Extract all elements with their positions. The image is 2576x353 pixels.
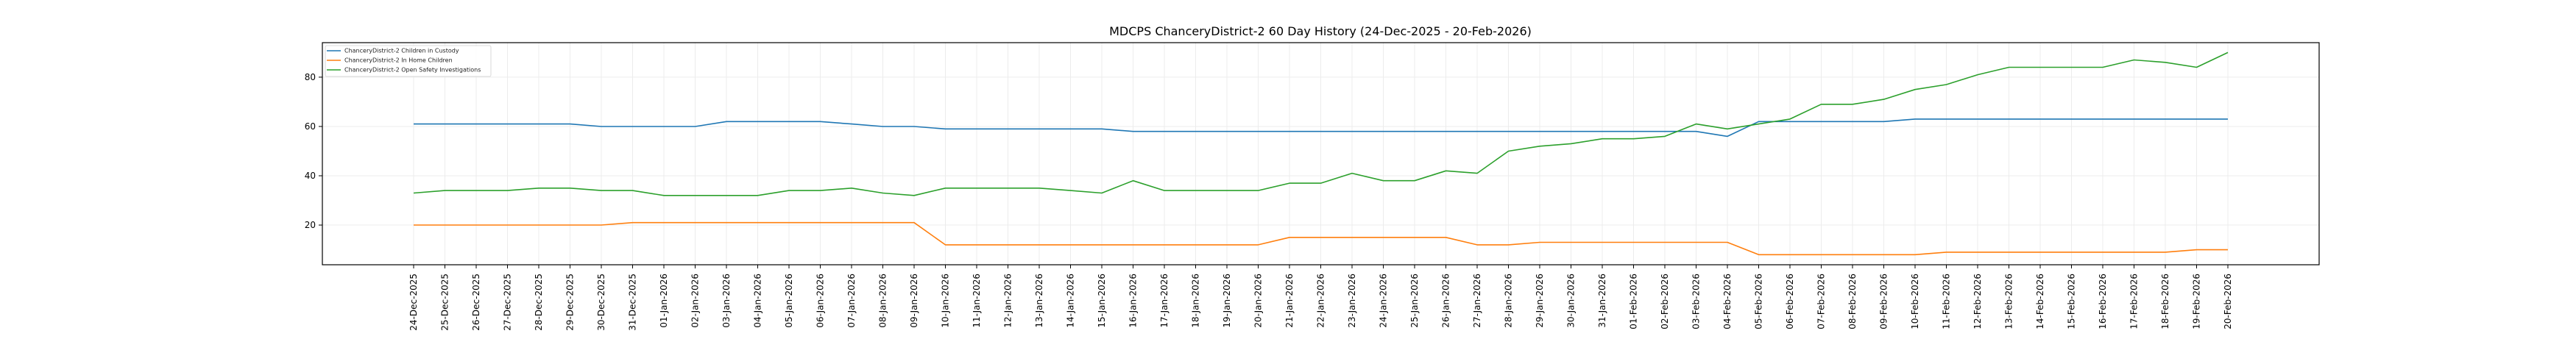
x-tick-label: 12-Feb-2026 (1972, 274, 1983, 329)
y-tick-label: 60 (305, 121, 316, 132)
x-tick-label: 18-Feb-2026 (2160, 274, 2170, 329)
y-tick-label: 40 (305, 171, 316, 181)
series-line-0 (414, 118, 2228, 138)
x-tick-label: 19-Jan-2026 (1222, 274, 1232, 328)
x-tick-label: 25-Dec-2025 (440, 274, 450, 331)
x-tick-label: 12-Jan-2026 (1003, 274, 1013, 328)
x-tick-label: 05-Feb-2026 (1754, 274, 1764, 329)
x-tick-label: 27-Jan-2026 (1472, 274, 1482, 328)
x-tick-label: 20-Jan-2026 (1253, 274, 1264, 328)
x-tick-label: 23-Jan-2026 (1347, 274, 1357, 328)
x-tick-label: 25-Jan-2026 (1409, 274, 1420, 328)
x-tick-label: 14-Feb-2026 (2035, 274, 2045, 329)
x-tick-label: 29-Jan-2026 (1535, 274, 1545, 328)
x-tick-label: 04-Feb-2026 (1722, 274, 1733, 329)
x-tick-label: 26-Dec-2025 (471, 274, 481, 331)
x-tick-label: 17-Jan-2026 (1159, 274, 1170, 328)
x-tick-label: 03-Jan-2026 (721, 274, 732, 328)
legend-label: ChanceryDistrict-2 Open Safety Investiga… (344, 67, 481, 74)
y-axis: 20 40 60 80 (305, 72, 322, 230)
x-tick-label: 02-Jan-2026 (690, 274, 701, 328)
x-tick-label: 11-Feb-2026 (1942, 274, 1952, 329)
x-tick-label: 11-Jan-2026 (972, 274, 982, 328)
series-lines (413, 51, 2229, 256)
x-tick-label: 16-Jan-2026 (1128, 274, 1139, 328)
x-tick-label: 06-Feb-2026 (1785, 274, 1795, 329)
x-tick-label: 09-Jan-2026 (909, 274, 919, 328)
x-tick-label: 06-Jan-2026 (815, 274, 826, 328)
x-tick-label: 31-Dec-2025 (628, 274, 638, 331)
x-tick-label: 10-Feb-2026 (1910, 274, 1920, 329)
legend: ChanceryDistrict-2 Children in Custody Ch… (325, 45, 492, 77)
x-tick-label: 21-Jan-2026 (1284, 274, 1295, 328)
x-tick-label: 15-Feb-2026 (2067, 274, 2077, 329)
x-tick-label: 08-Jan-2026 (878, 274, 888, 328)
x-tick-label: 14-Jan-2026 (1066, 274, 1076, 328)
x-tick-label: 05-Jan-2026 (784, 274, 794, 328)
legend-label: ChanceryDistrict-2 In Home Children (344, 57, 453, 64)
x-tick-label: 08-Feb-2026 (1847, 274, 1858, 329)
x-tick-label: 20-Feb-2026 (2223, 274, 2233, 329)
x-tick-label: 03-Feb-2026 (1691, 274, 1702, 329)
series-line-2 (413, 51, 2229, 196)
x-tick-label: 02-Feb-2026 (1660, 274, 1670, 329)
y-tick-label: 80 (305, 72, 316, 82)
x-tick-label: 13-Jan-2026 (1034, 274, 1044, 328)
x-tick-label: 04-Jan-2026 (753, 274, 763, 328)
x-tick-label: 01-Jan-2026 (659, 274, 669, 328)
x-tick-label: 19-Feb-2026 (2192, 274, 2202, 329)
x-tick-label: 24-Jan-2026 (1379, 274, 1389, 328)
x-axis: 24-Dec-2025 25-Dec-2025 26-Dec-2025 27-Dec-… (408, 265, 2233, 331)
x-tick-label: 07-Feb-2026 (1816, 274, 1827, 329)
x-tick-label: 10-Jan-2026 (941, 274, 951, 328)
x-tick-label: 24-Dec-2025 (408, 274, 419, 331)
legend-label: ChanceryDistrict-2 Children in Custody (344, 48, 459, 54)
x-tick-label: 16-Feb-2026 (2098, 274, 2108, 329)
x-tick-label: 27-Dec-2025 (503, 274, 513, 331)
x-tick-label: 28-Dec-2025 (534, 274, 544, 331)
x-tick-label: 31-Jan-2026 (1597, 274, 1607, 328)
x-tick-label: 18-Jan-2026 (1191, 274, 1201, 328)
x-tick-label: 09-Feb-2026 (1879, 274, 1889, 329)
x-tick-label: 22-Jan-2026 (1316, 274, 1326, 328)
x-tick-label: 13-Feb-2026 (2004, 274, 2014, 329)
x-tick-label: 17-Feb-2026 (2129, 274, 2140, 329)
x-tick-label: 28-Jan-2026 (1504, 274, 1514, 328)
x-tick-label: 29-Dec-2025 (565, 274, 576, 331)
x-tick-label: 30-Dec-2025 (596, 274, 606, 331)
y-tick-label: 20 (305, 220, 316, 230)
x-tick-label: 15-Jan-2026 (1097, 274, 1107, 328)
legend-box (325, 45, 492, 77)
x-tick-label: 07-Jan-2026 (846, 274, 857, 328)
x-tick-label: 01-Feb-2026 (1629, 274, 1639, 329)
x-tick-label: 26-Jan-2026 (1441, 274, 1451, 328)
chart-title: MDCPS ChanceryDistrict-2 60 Day History … (1109, 24, 1532, 38)
x-tick-label: 30-Jan-2026 (1566, 274, 1577, 328)
